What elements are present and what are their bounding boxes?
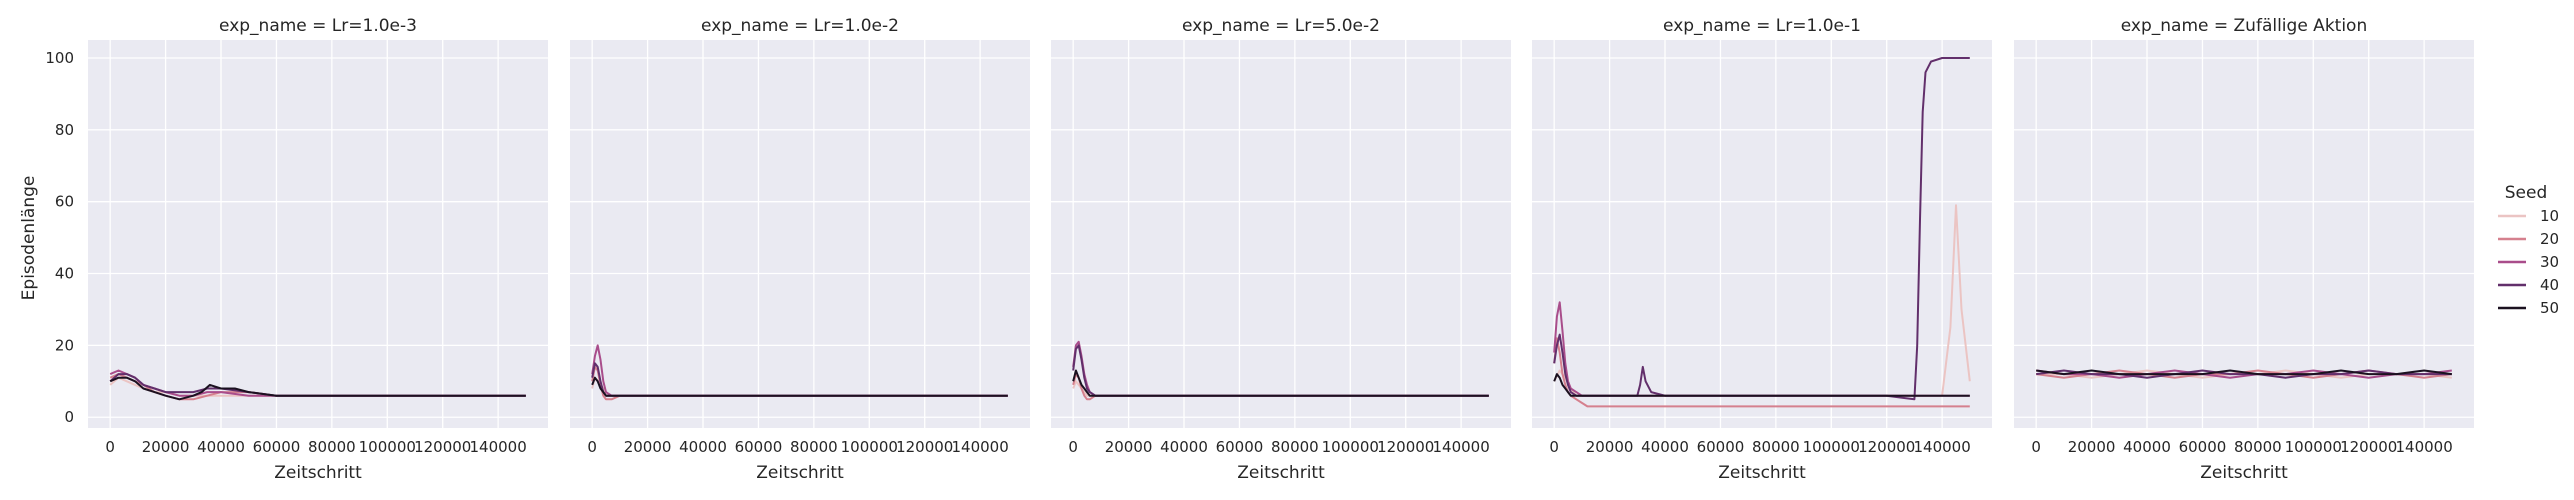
x-tick-label: 0 <box>587 438 597 456</box>
x-tick-label: 140000 <box>951 438 1008 456</box>
x-axis-label: Zeitschritt <box>274 463 362 483</box>
y-axis-label: Episodenlänge <box>19 176 39 301</box>
x-tick-label: 40000 <box>1160 438 1208 456</box>
x-tick-label: 80000 <box>308 438 356 456</box>
x-tick-label: 0 <box>2031 438 2041 456</box>
legend-label-seed-50: 50 <box>2540 299 2559 317</box>
x-tick-label: 140000 <box>1913 438 1970 456</box>
panel: exp_name = Lr=1.0e-1 0 20000 40000 60000 8000… <box>1532 16 1992 483</box>
series-line-seed-50 <box>2036 369 2452 376</box>
x-tick-label: 40000 <box>679 438 727 456</box>
series-lines <box>109 369 526 401</box>
x-tick-label: 140000 <box>2395 438 2452 456</box>
x-tick-label: 60000 <box>2179 438 2227 456</box>
x-tick-label: 100000 <box>841 438 898 456</box>
series-lines <box>591 344 1008 401</box>
plot-background <box>1051 40 1511 428</box>
series-lines <box>2036 369 2452 379</box>
x-tick-label: 40000 <box>2123 438 2171 456</box>
x-tick-label: 20000 <box>1105 438 1153 456</box>
x-tick-label: 80000 <box>790 438 838 456</box>
chart-panels: exp_name = Lr=1.0e-30 20000 40000 60000 8000… <box>45 16 2474 483</box>
legend-title: Seed <box>2505 183 2548 203</box>
series-lines <box>1072 340 1489 401</box>
x-axis-label: Zeitschritt <box>2200 463 2288 483</box>
panel-title: exp_name = Lr=5.0e-2 <box>1182 16 1380 36</box>
x-tick-label: 20000 <box>142 438 190 456</box>
x-axis-label: Zeitschritt <box>1718 463 1806 483</box>
series-line-seed-50 <box>109 376 526 401</box>
x-tick-label: 60000 <box>1697 438 1745 456</box>
y-tick-label: 60 <box>55 193 74 211</box>
plot-background <box>88 40 548 428</box>
x-tick-label: 20000 <box>2068 438 2116 456</box>
y-tick-label: 0 <box>64 408 74 426</box>
grid-lines <box>570 40 1030 428</box>
x-tick-label: 80000 <box>2234 438 2282 456</box>
legend-label-seed-40: 40 <box>2540 276 2559 294</box>
x-axis-label: Zeitschritt <box>756 463 844 483</box>
x-tick-label: 40000 <box>197 438 245 456</box>
legend-label-seed-30: 30 <box>2540 253 2559 271</box>
y-tick-label: 80 <box>55 121 74 139</box>
series-line-seed-50 <box>1072 369 1489 397</box>
x-tick-label: 140000 <box>469 438 526 456</box>
x-tick-label: 0 <box>1549 438 1559 456</box>
grid-lines <box>2014 40 2474 428</box>
x-tick-label: 100000 <box>1322 438 1379 456</box>
legend: Seed 10 20 30 40 50 <box>2498 183 2559 317</box>
x-tick-label: 40000 <box>1641 438 1689 456</box>
panel-title: exp_name = Zufällige Aktion <box>2121 16 2367 36</box>
x-tick-label: 100000 <box>1803 438 1860 456</box>
x-tick-label: 140000 <box>1432 438 1489 456</box>
panel: exp_name = Lr=1.0e-3 0 20000 40000 60000 8000… <box>45 16 548 483</box>
grid-lines <box>88 40 548 428</box>
panel: exp_name = Zufällige Aktion 0 20000 40000 60… <box>2014 16 2474 483</box>
panel-title: exp_name = Lr=1.0e-3 <box>219 16 417 36</box>
x-tick-label: 100000 <box>359 438 416 456</box>
y-tick-label: 40 <box>55 265 74 283</box>
x-tick-label: 120000 <box>2340 438 2397 456</box>
plot-background <box>2014 40 2474 428</box>
x-tick-label: 60000 <box>1216 438 1264 456</box>
series-lines <box>1553 57 1971 408</box>
x-tick-label: 80000 <box>1752 438 1800 456</box>
x-tick-label: 100000 <box>2285 438 2342 456</box>
y-tick-label: 100 <box>45 49 74 67</box>
x-tick-label: 0 <box>105 438 115 456</box>
series-line-seed-50 <box>1553 373 1970 397</box>
x-tick-label: 120000 <box>1377 438 1434 456</box>
x-tick-label: 80000 <box>1271 438 1319 456</box>
series-line-seed-50 <box>591 376 1008 397</box>
x-tick-label: 20000 <box>624 438 672 456</box>
x-tick-label: 120000 <box>896 438 953 456</box>
series-line-seed-40 <box>1553 57 1970 401</box>
panel: exp_name = Lr=5.0e-2 0 20000 40000 60000 8000… <box>1051 16 1511 483</box>
x-tick-label: 120000 <box>414 438 471 456</box>
panel-title: exp_name = Lr=1.0e-2 <box>701 16 899 36</box>
x-tick-label: 60000 <box>735 438 783 456</box>
panel-title: exp_name = Lr=1.0e-1 <box>1663 16 1861 36</box>
x-tick-label: 120000 <box>1858 438 1915 456</box>
series-line-seed-40 <box>2036 369 2452 379</box>
x-tick-label: 0 <box>1068 438 1078 456</box>
series-line-seed-20 <box>1553 337 1970 408</box>
y-tick-label: 20 <box>55 336 74 354</box>
x-axis-label: Zeitschritt <box>1237 463 1325 483</box>
x-tick-label: 60000 <box>253 438 301 456</box>
x-tick-label: 20000 <box>1586 438 1634 456</box>
panel: exp_name = Lr=1.0e-2 0 20000 40000 60000 8000… <box>570 16 1030 483</box>
legend-label-seed-10: 10 <box>2540 207 2559 225</box>
grid-lines <box>1532 40 1992 428</box>
plot-background <box>570 40 1030 428</box>
series-line-seed-30 <box>2036 369 2452 379</box>
legend-label-seed-20: 20 <box>2540 230 2559 248</box>
